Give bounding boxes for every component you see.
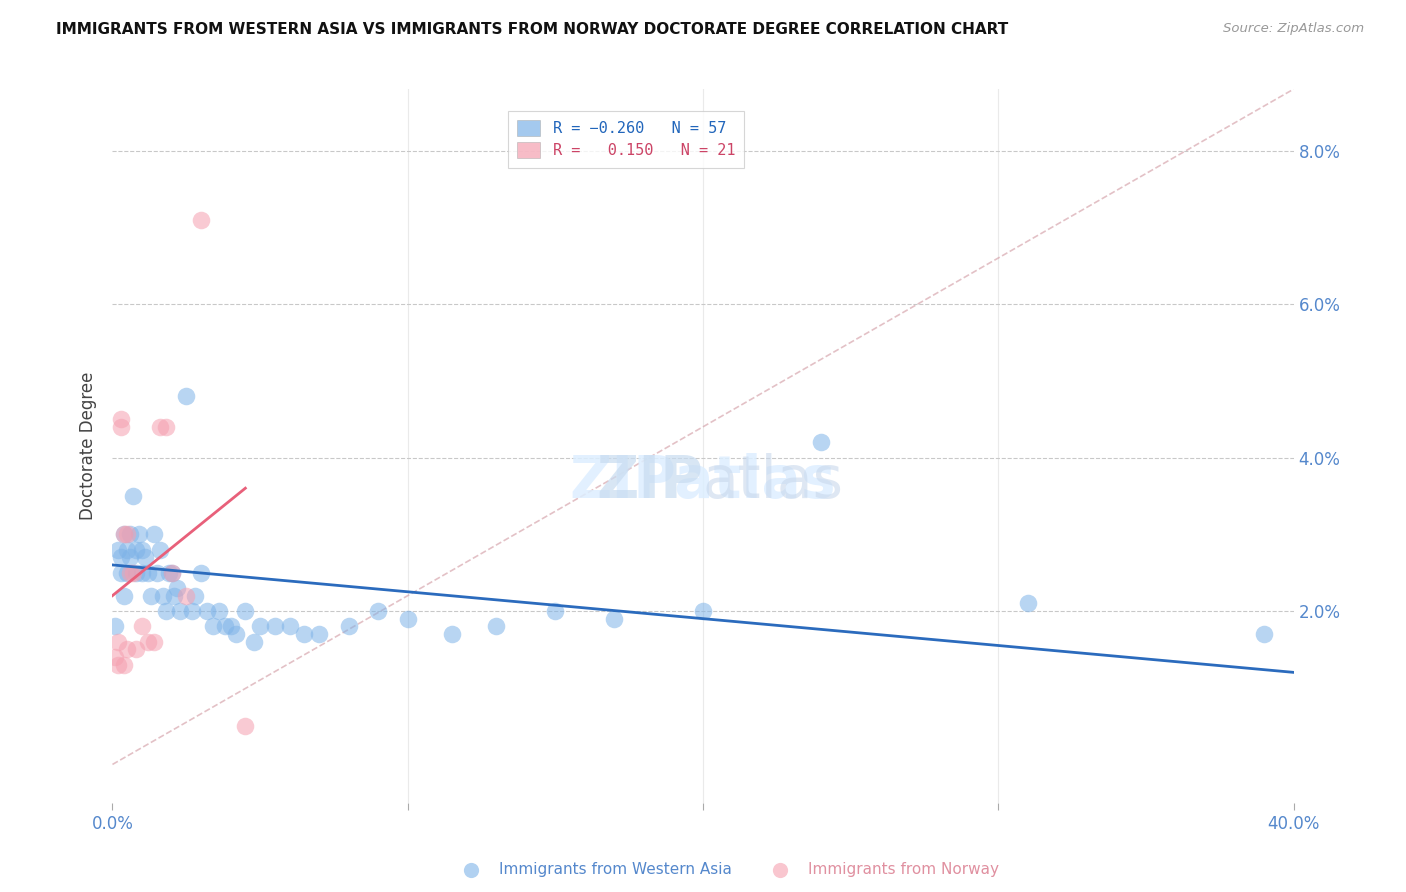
- Point: [157, 566, 180, 580]
- Point: [136, 634, 159, 648]
- Text: ZIP: ZIP: [596, 453, 703, 510]
- Point: [160, 566, 183, 580]
- Point: [117, 542, 138, 557]
- Point: [152, 589, 174, 603]
- Point: [308, 627, 330, 641]
- Point: [107, 657, 129, 672]
- Point: [233, 719, 256, 733]
- Point: [110, 412, 132, 426]
- Point: [603, 612, 626, 626]
- Point: [169, 604, 191, 618]
- Point: [155, 419, 177, 434]
- Point: [112, 589, 135, 603]
- Point: [117, 566, 138, 580]
- Point: [264, 619, 287, 633]
- Point: [769, 863, 792, 877]
- Point: [292, 627, 315, 641]
- Point: [122, 489, 145, 503]
- Point: [120, 550, 142, 565]
- Point: [174, 589, 197, 603]
- Point: [131, 542, 153, 557]
- Point: [112, 527, 135, 541]
- Point: [128, 527, 150, 541]
- Point: [139, 589, 162, 603]
- Point: [219, 619, 242, 633]
- Point: [142, 634, 165, 648]
- Point: [125, 566, 148, 580]
- Text: Immigrants from Norway: Immigrants from Norway: [808, 863, 1000, 877]
- Point: [190, 212, 212, 227]
- Point: [184, 589, 207, 603]
- Point: [441, 627, 464, 641]
- Point: [160, 566, 183, 580]
- Point: [249, 619, 271, 633]
- Point: [181, 604, 204, 618]
- Point: [107, 634, 129, 648]
- Text: ZIPatlas: ZIPatlas: [569, 453, 837, 510]
- Point: [190, 566, 212, 580]
- Point: [112, 527, 135, 541]
- Point: [155, 604, 177, 618]
- Point: [104, 650, 127, 665]
- Point: [1253, 627, 1275, 641]
- Point: [225, 627, 247, 641]
- Point: [166, 581, 188, 595]
- Point: [142, 527, 165, 541]
- Point: [544, 604, 567, 618]
- Point: [810, 435, 832, 450]
- Point: [149, 419, 172, 434]
- Point: [692, 604, 714, 618]
- Point: [110, 419, 132, 434]
- Point: [125, 642, 148, 657]
- Point: [396, 612, 419, 626]
- Point: [174, 389, 197, 403]
- Point: [243, 634, 266, 648]
- Point: [112, 657, 135, 672]
- Point: [233, 604, 256, 618]
- Text: atlas: atlas: [703, 453, 844, 510]
- Point: [201, 619, 224, 633]
- Point: [136, 566, 159, 580]
- Point: [337, 619, 360, 633]
- Point: [110, 566, 132, 580]
- Point: [134, 550, 156, 565]
- Point: [146, 566, 169, 580]
- Point: [131, 566, 153, 580]
- Text: IMMIGRANTS FROM WESTERN ASIA VS IMMIGRANTS FROM NORWAY DOCTORATE DEGREE CORRELAT: IMMIGRANTS FROM WESTERN ASIA VS IMMIGRAN…: [56, 22, 1008, 37]
- Point: [208, 604, 231, 618]
- Legend: R = −0.260   N = 57, R =   0.150   N = 21: R = −0.260 N = 57, R = 0.150 N = 21: [508, 112, 744, 168]
- Point: [131, 619, 153, 633]
- Point: [104, 619, 127, 633]
- Point: [278, 619, 301, 633]
- Point: [367, 604, 389, 618]
- Point: [117, 527, 138, 541]
- Text: Immigrants from Western Asia: Immigrants from Western Asia: [499, 863, 733, 877]
- Point: [107, 542, 129, 557]
- Point: [125, 542, 148, 557]
- Point: [214, 619, 236, 633]
- Point: [163, 589, 186, 603]
- Point: [117, 642, 138, 657]
- Point: [195, 604, 218, 618]
- Point: [485, 619, 508, 633]
- Point: [1017, 596, 1039, 610]
- Point: [120, 527, 142, 541]
- Text: Source: ZipAtlas.com: Source: ZipAtlas.com: [1223, 22, 1364, 36]
- Point: [110, 550, 132, 565]
- Point: [122, 566, 145, 580]
- Point: [120, 566, 142, 580]
- Y-axis label: Doctorate Degree: Doctorate Degree: [79, 372, 97, 520]
- Point: [149, 542, 172, 557]
- Point: [460, 863, 482, 877]
